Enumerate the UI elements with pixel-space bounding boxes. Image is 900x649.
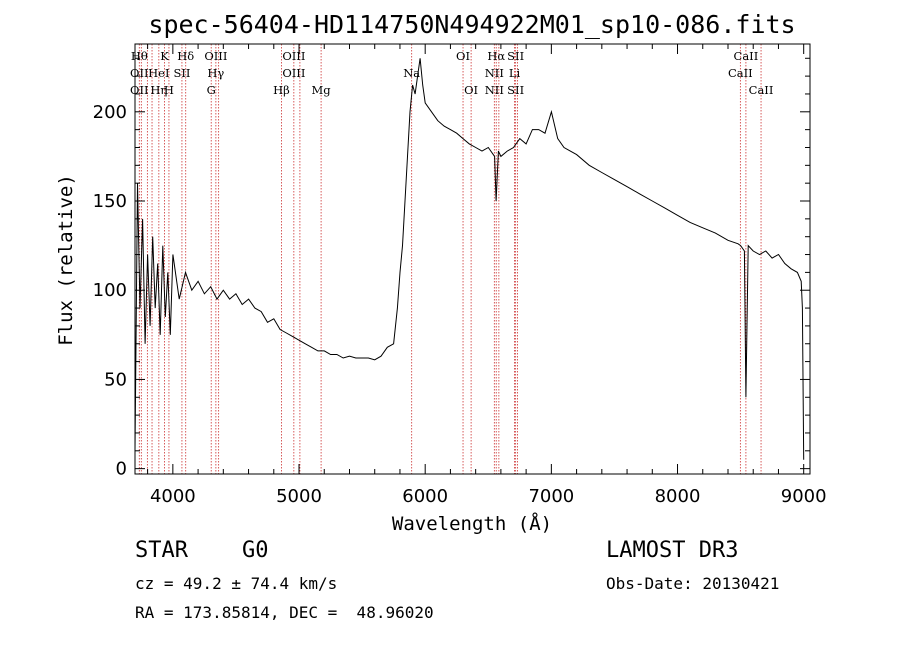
line-marker-label: Hη (150, 83, 167, 97)
line-marker-label: SII (173, 66, 190, 80)
y-tick-label: 200 (93, 102, 127, 123)
y-tick-label: 0 (116, 459, 127, 480)
plot-frame (134, 43, 811, 475)
line-marker-label: H (164, 83, 174, 97)
obs-date: Obs-Date: 20130421 (606, 574, 780, 593)
x-tick-label: 7000 (528, 486, 574, 507)
line-marker-label: OIII (282, 66, 305, 80)
line-marker-label: CaII (734, 49, 759, 63)
line-marker-label: NII (485, 66, 504, 80)
x-tick-label: 9000 (781, 486, 827, 507)
line-marker-label: Hα (487, 49, 505, 63)
line-marker-label: Mg (312, 83, 332, 97)
subclass: G0 (242, 538, 269, 563)
x-tick-label: 6000 (402, 486, 448, 507)
y-axis-label: Flux (relative) (55, 174, 77, 346)
x-tick-label: 5000 (276, 486, 322, 507)
line-marker-label: SII (507, 83, 524, 97)
x-axis: 4000 5000 6000 7000 8000 9000 (147, 44, 827, 507)
y-tick-label: 150 (93, 191, 127, 212)
line-marker-label: G (207, 83, 216, 97)
line-marker-label: HeI (148, 66, 169, 80)
line-marker-label: Hδ (177, 49, 194, 63)
line-marker-labels: HθOIIOIIHeIHηKHSIIHδGOIIIHγHβOIIIOIIIMgN… (130, 49, 773, 97)
line-marker-label: OI (456, 49, 470, 63)
line-marker-label: NII (485, 83, 504, 97)
line-marker-label: OI (464, 83, 478, 97)
line-marker-label: Li (509, 66, 521, 80)
line-marker-label: Na (403, 66, 420, 80)
line-marker-label: Hθ (131, 49, 148, 63)
x-axis-label: Wavelength (Å) (392, 512, 552, 535)
x-tick-label: 4000 (150, 486, 196, 507)
coordinates: RA = 173.85814, DEC = 48.96020 (135, 603, 434, 622)
redshift-readout: cz = 49.2 ± 74.4 km/s (135, 574, 338, 593)
spectrum-line (134, 58, 805, 460)
line-marker-label: OII (130, 83, 149, 97)
line-marker-label: OII (130, 66, 149, 80)
line-marker-label: K (160, 49, 169, 63)
line-markers (138, 44, 762, 474)
line-marker-label: Hβ (273, 83, 290, 97)
line-marker-label: CaII (728, 66, 753, 80)
y-tick-label: 50 (104, 369, 127, 390)
chart-title: spec-56404-HD114750N494922M01_sp10-086.f… (148, 10, 795, 39)
line-marker-label: CaII (749, 83, 774, 97)
line-marker-label: SII (507, 49, 524, 63)
x-tick-label: 8000 (655, 486, 701, 507)
y-tick-label: 100 (93, 280, 127, 301)
object-class: STAR (135, 538, 188, 563)
y-axis: 0 50 100 150 200 (93, 57, 810, 480)
line-marker-label: OIII (204, 49, 227, 63)
line-marker-label: Hγ (207, 66, 224, 80)
line-marker-label: OIII (282, 49, 305, 63)
survey-name: LAMOST DR3 (606, 538, 739, 563)
